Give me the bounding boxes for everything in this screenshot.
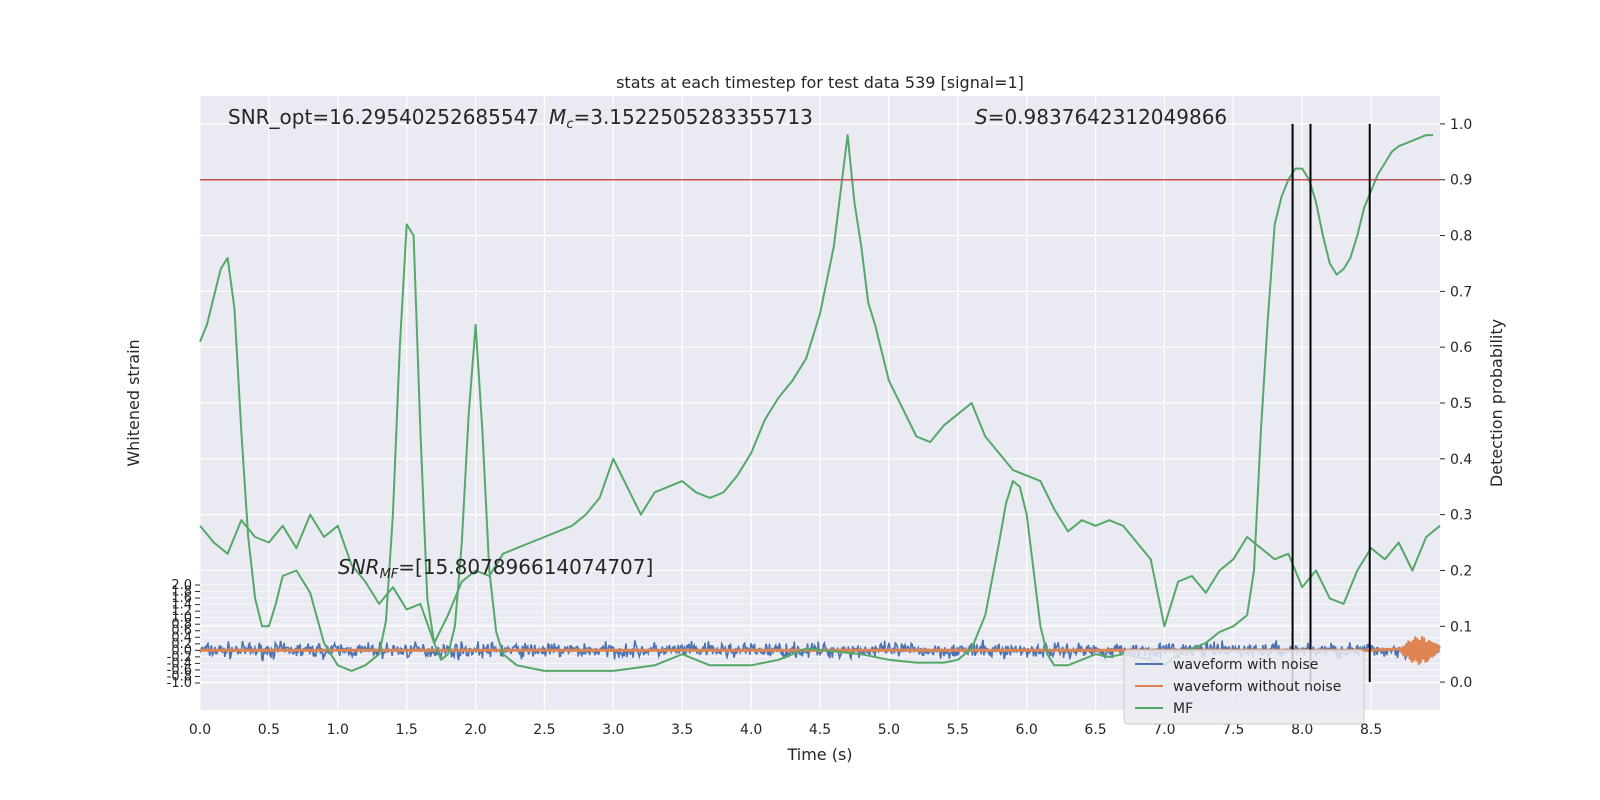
snr-mf-value: =[15.807896614074707]: [398, 555, 653, 579]
left-tick-label: -0.8: [167, 669, 192, 684]
x-tick-label: 5.5: [947, 722, 969, 738]
mc-value: =3.1522505283355713: [573, 105, 812, 129]
left-tick-label: -1.0: [167, 676, 192, 691]
right-axis-label: Detection probability: [1487, 319, 1506, 487]
right-tick-label: 0.2: [1450, 563, 1472, 579]
x-tick-label: 6.0: [1016, 722, 1038, 738]
left-tick-label: 1.4: [171, 598, 192, 613]
right-tick-labels: 0.0 0.1 0.2 0.3 0.4 0.5 0.6 0.7 0.8 0.9 1.0: [1440, 117, 1472, 691]
right-tick-label: 0.8: [1450, 229, 1472, 245]
left-tick-label: 0.8: [171, 617, 192, 632]
x-tick-label: 4.5: [809, 722, 831, 738]
series-mf: [199, 134, 1434, 672]
snr-opt-text: SNR_opt=16.29540252685547: [228, 105, 539, 129]
x-tick-labels: 0.0 0.5 1.0 1.5 2.0 2.5 3.0 3.5 4.0 4.5 5.0 5.5 6.0 6…: [189, 722, 1382, 738]
x-tick-label: 3.5: [671, 722, 693, 738]
x-tick-label: 7.5: [1222, 722, 1244, 738]
series-waveform-without-noise-chirp: [1397, 636, 1441, 665]
left-tick-label: 0.6: [171, 624, 192, 639]
x-tick-label: 1.5: [396, 722, 418, 738]
chart-title: stats at each timestep for test data 539…: [616, 73, 1024, 92]
snr-mf-symbol: SNR: [338, 555, 380, 579]
x-tick-label: 4.0: [740, 722, 762, 738]
x-tick-label: 0.0: [189, 722, 211, 738]
s-symbol: S: [975, 105, 988, 129]
right-tick-label: 0.3: [1450, 508, 1472, 524]
right-tick-label: 0.7: [1450, 284, 1472, 300]
left-tick-label: -0.4: [167, 656, 192, 671]
legend-box: [1123, 649, 1365, 725]
mc-symbol: M: [549, 105, 566, 129]
x-tick-label: 8.0: [1291, 722, 1313, 738]
x-tick-label: 8.5: [1360, 722, 1382, 738]
x-tick-label: 2.0: [464, 722, 486, 738]
x-tick-label: 1.0: [327, 722, 349, 738]
left-tick-label: -0.6: [167, 663, 192, 678]
right-tick-label: 0.0: [1450, 675, 1472, 691]
left-tick-label: 0.0: [171, 643, 192, 658]
left-tick-label: 2.0: [171, 578, 192, 593]
snr-opt-annotation: SNR_opt=16.29540252685547 Mc=3.1522505283…: [228, 105, 813, 132]
legend-label-waveform-without-noise: waveform without noise: [1173, 679, 1341, 695]
left-tick-label: 1.8: [171, 585, 192, 600]
x-tick-label: 0.5: [258, 722, 280, 738]
legend-label-waveform-with-noise: waveform with noise: [1173, 657, 1318, 673]
x-tick-label: 3.0: [602, 722, 624, 738]
right-tick-label: 0.1: [1450, 619, 1472, 635]
left-tick-labels: 2.01.81.61.41.21.00.80.60.40.20.0-0.2-0.…: [167, 578, 200, 691]
legend-label-mf: MF: [1173, 701, 1193, 717]
legend: waveform with noise waveform without noi…: [1123, 649, 1365, 725]
overlay: [200, 123, 1440, 683]
left-tick-label: 0.2: [171, 637, 192, 652]
mc-subscript: c: [566, 117, 573, 132]
series-detection-probability: [199, 134, 1441, 644]
left-tick-label: -0.2: [167, 650, 192, 665]
snr-mf-annotation: SNRMF=[15.807896614074707]: [338, 555, 653, 582]
x-tick-label: 2.5: [533, 722, 555, 738]
s-annotation: S=0.9837642312049866: [975, 105, 1227, 129]
right-tick-label: 0.9: [1450, 173, 1472, 189]
x-tick-label: 5.0: [878, 722, 900, 738]
x-tick-label: 7.0: [1153, 722, 1175, 738]
s-value: =0.9837642312049866: [988, 105, 1227, 129]
snr-mf-subscript: MF: [380, 567, 399, 582]
left-tick-label: 0.4: [171, 630, 192, 645]
x-tick-label: 6.5: [1084, 722, 1106, 738]
right-tick-label: 0.5: [1450, 396, 1472, 412]
right-tick-label: 0.6: [1450, 340, 1472, 356]
left-axis-label: Whitened strain: [124, 339, 143, 466]
right-tick-label: 0.4: [1450, 452, 1472, 468]
left-tick-label: 1.2: [171, 604, 192, 619]
right-tick-label: 1.0: [1450, 117, 1472, 133]
left-tick-label: 1.6: [171, 591, 192, 606]
x-axis-label: Time (s): [786, 745, 852, 764]
left-tick-label: 1.0: [171, 611, 192, 626]
